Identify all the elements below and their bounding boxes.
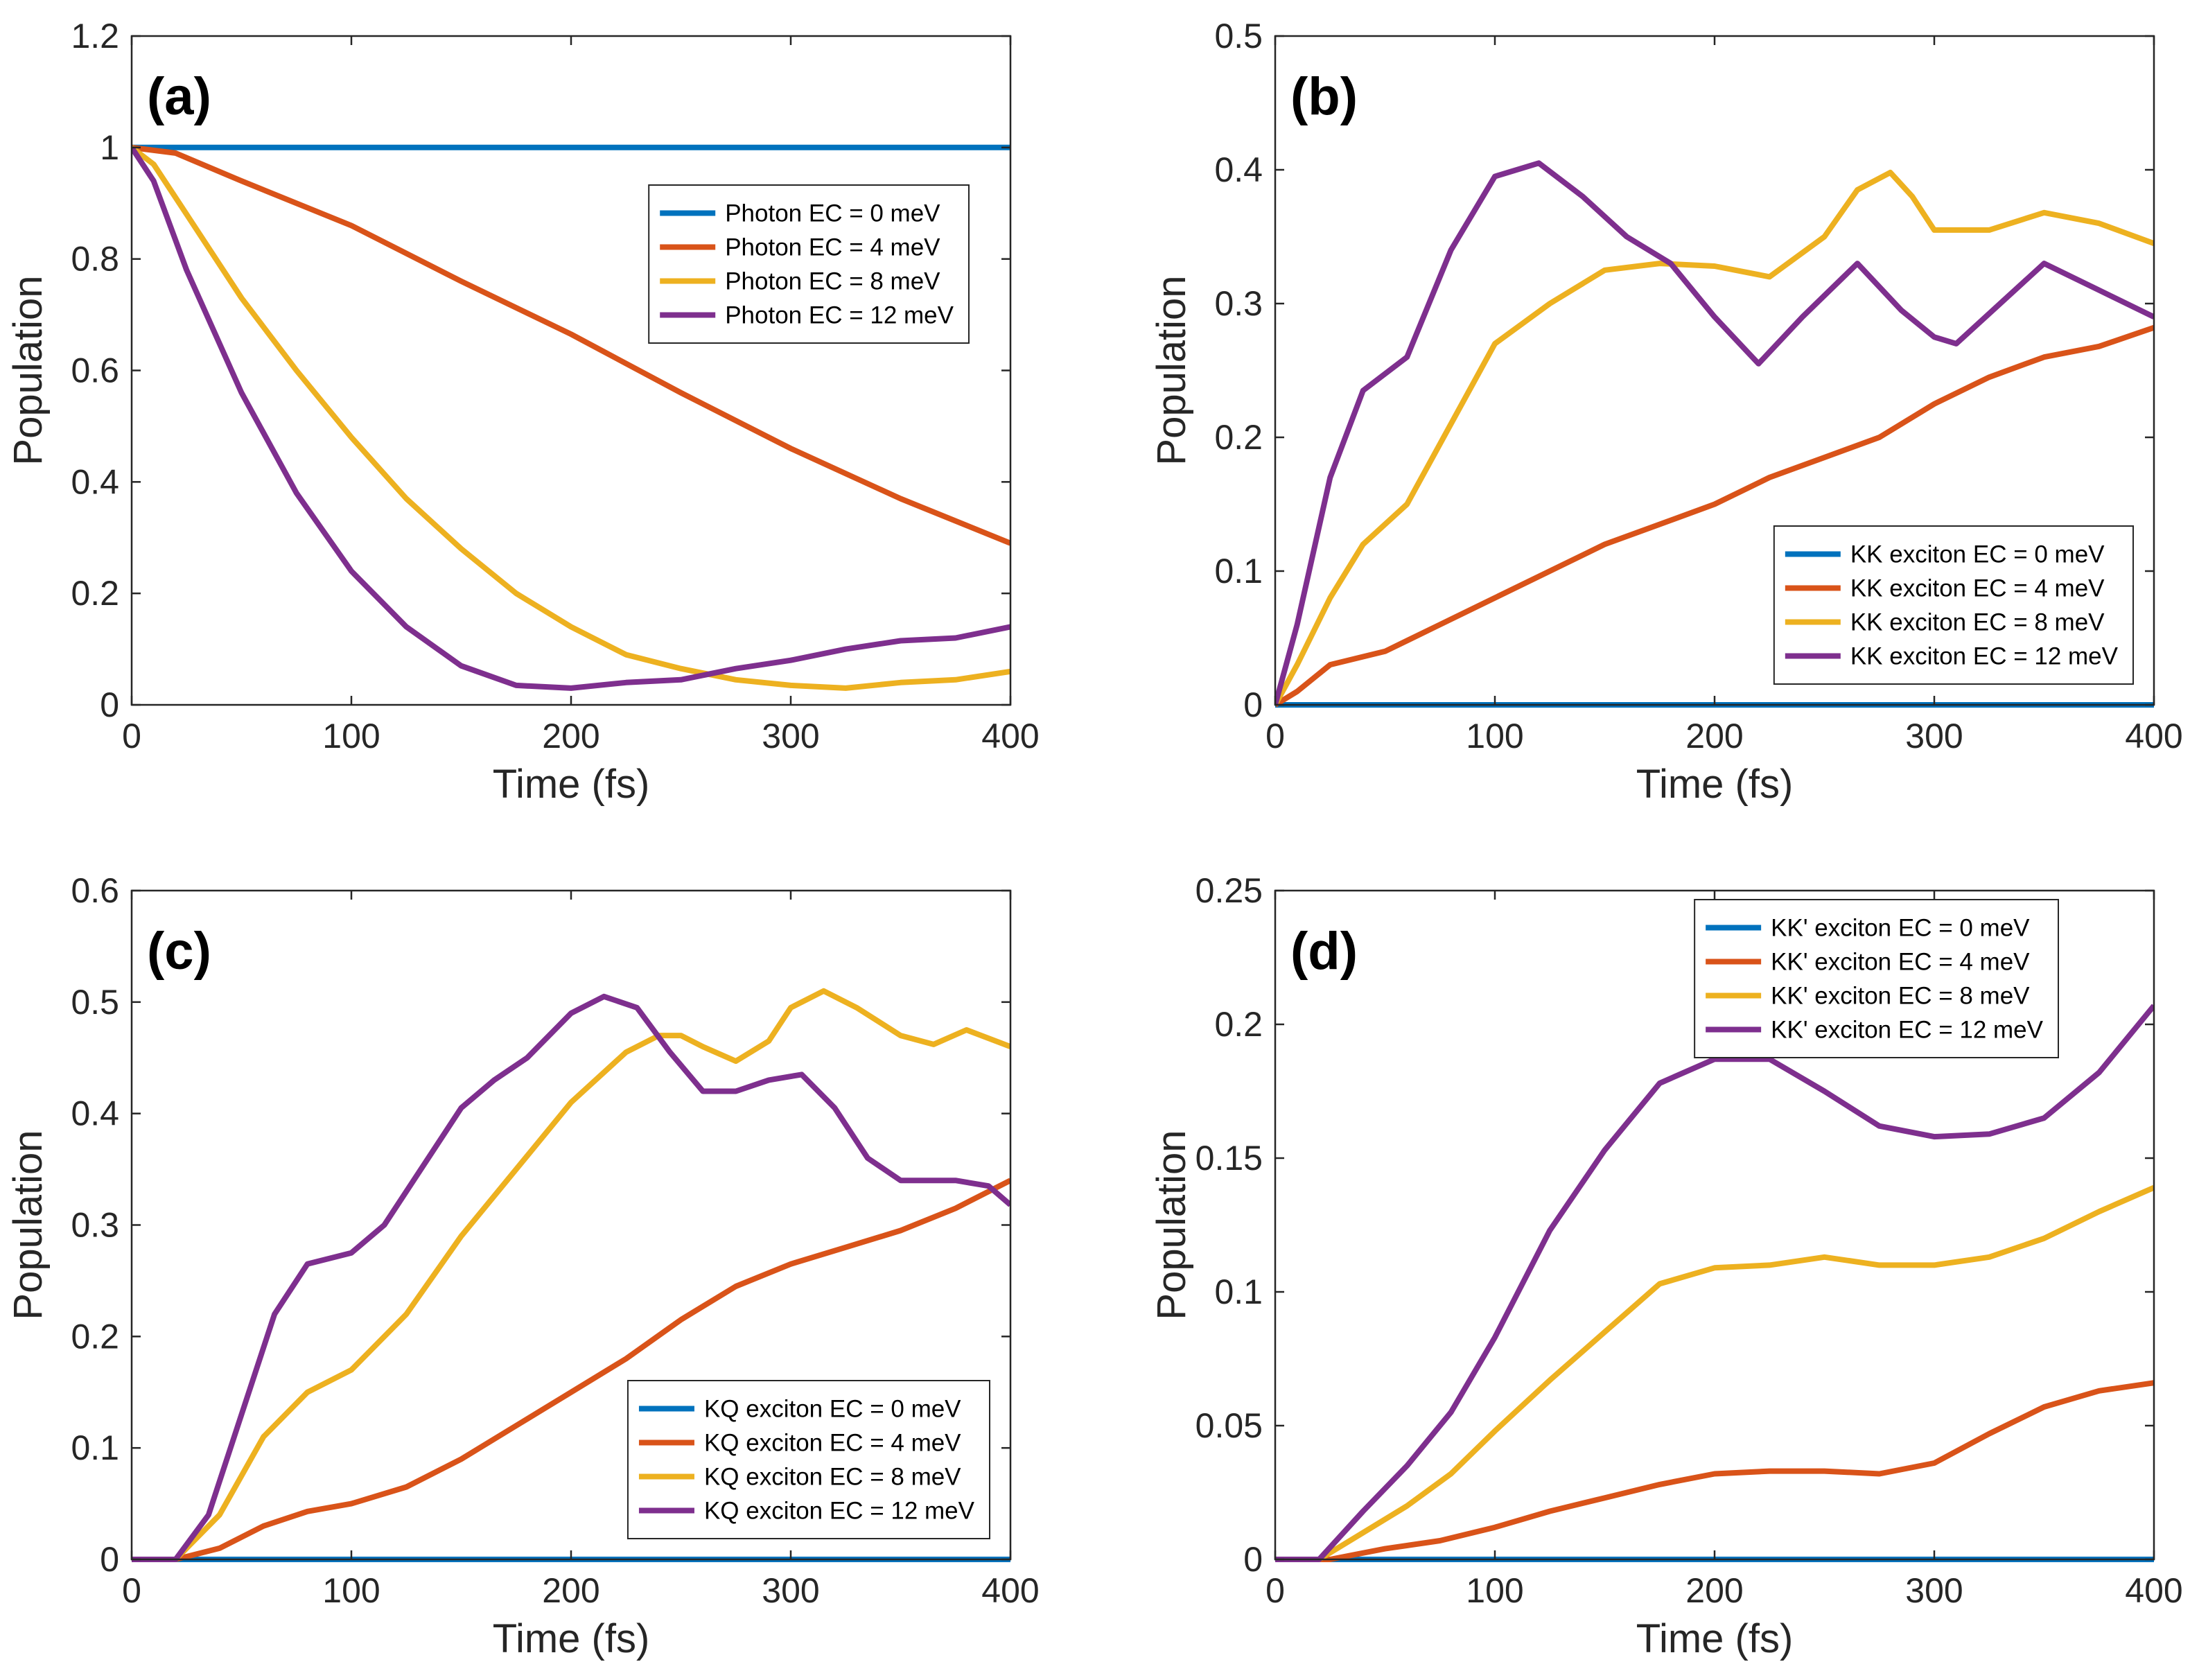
x-tick-label: 300 — [1905, 717, 1963, 755]
legend: KK exciton EC = 0 meV KK exciton EC = 4 m… — [1773, 525, 2134, 685]
legend-entry-label: KQ exciton EC = 8 meV — [704, 1464, 961, 1491]
x-tick-label: 0 — [122, 717, 141, 755]
legend-entry-label: KK exciton EC = 12 meV — [1850, 643, 2119, 670]
panel-3: 0 100 200 300 400 0 0.05 0.1 0.15 0.2 0.25 Time (fs… — [1149, 871, 2183, 1661]
y-tick-label: 0 — [1243, 1540, 1263, 1579]
x-tick-label: 300 — [762, 717, 819, 755]
legend: KK' exciton EC = 0 meV KK' exciton EC = 4… — [1694, 899, 2059, 1058]
y-tick-label: 0.05 — [1195, 1406, 1263, 1445]
legend-entry-label: KK' exciton EC = 8 meV — [1771, 983, 2030, 1010]
x-axis-label: Time (fs) — [1636, 762, 1794, 807]
y-tick-label: 0.5 — [71, 983, 119, 1022]
y-tick-label: 0.4 — [71, 1094, 119, 1133]
x-axis-label: Time (fs) — [493, 762, 650, 807]
y-tick-label: 0.4 — [71, 462, 119, 501]
x-tick-label: 0 — [1265, 717, 1285, 755]
y-tick-label: 0.2 — [1214, 418, 1263, 457]
y-tick-label: 0.8 — [71, 240, 119, 279]
y-tick-label: 0.3 — [1214, 284, 1263, 323]
y-axis-label: Population — [6, 1130, 51, 1320]
y-tick-label: 0.2 — [71, 1317, 119, 1356]
y-tick-label: 0.25 — [1195, 871, 1263, 910]
legend-entry-label: KQ exciton EC = 12 meV — [704, 1498, 975, 1525]
x-tick-label: 400 — [2125, 717, 2182, 755]
panel-0: 0 100 200 300 400 0 0.2 0.4 0.6 0.8 1 1.2 Time (fs) P… — [6, 17, 1040, 807]
x-tick-label: 300 — [1905, 1571, 1963, 1610]
y-tick-label: 0.6 — [71, 871, 119, 910]
y-tick-label: 0 — [100, 685, 119, 724]
x-tick-label: 200 — [542, 717, 599, 755]
x-axis-label: Time (fs) — [1636, 1616, 1794, 1661]
legend-entry-label: KQ exciton EC = 4 meV — [704, 1430, 961, 1457]
y-tick-label: 0.4 — [1214, 150, 1263, 189]
x-tick-label: 100 — [322, 1571, 380, 1610]
y-tick-label: 0.6 — [71, 351, 119, 390]
panel-label: (d) — [1290, 922, 1358, 981]
legend: Photon EC = 0 meV Photon EC = 4 meV Photon… — [648, 184, 970, 344]
x-tick-label: 400 — [981, 717, 1039, 755]
legend-entry-label: KK' exciton EC = 0 meV — [1771, 915, 2030, 942]
x-tick-label: 400 — [981, 1571, 1039, 1610]
series-line-2 — [1275, 169, 2154, 706]
panel-label: (a) — [147, 67, 211, 126]
y-axis-label: Population — [1149, 1130, 1194, 1320]
y-tick-label: 0.1 — [1214, 1272, 1263, 1311]
series-line-3 — [1275, 160, 2154, 706]
x-tick-label: 300 — [762, 1571, 819, 1610]
legend-entry-label: KK exciton EC = 0 meV — [1850, 541, 2105, 568]
y-tick-label: 0 — [1243, 685, 1263, 724]
x-tick-label: 200 — [1685, 1571, 1743, 1610]
series-line-2 — [1275, 1184, 2154, 1562]
plot-area — [132, 36, 1010, 705]
panel-label: (b) — [1290, 67, 1358, 126]
y-tick-label: 0.3 — [71, 1206, 119, 1245]
series-line-2 — [132, 145, 1010, 691]
panel-1: 0 100 200 300 400 0 0.1 0.2 0.3 0.4 0.5 Time (fs) Po… — [1149, 17, 2183, 807]
legend-entry-label: KK' exciton EC = 4 meV — [1771, 949, 2030, 976]
y-tick-label: 0 — [100, 1540, 119, 1579]
y-tick-label: 0.5 — [1214, 17, 1263, 55]
legend-entry-label: Photon EC = 0 meV — [725, 200, 940, 227]
y-tick-label: 0.1 — [71, 1428, 119, 1467]
x-axis-label: Time (fs) — [493, 1616, 650, 1661]
x-tick-label: 100 — [1466, 717, 1523, 755]
y-axis-label: Population — [6, 275, 51, 465]
legend-entry-label: Photon EC = 12 meV — [725, 302, 954, 329]
x-tick-label: 0 — [1265, 1571, 1285, 1610]
y-tick-label: 1 — [100, 128, 119, 167]
series-line-3 — [132, 146, 1010, 691]
y-tick-label: 0.1 — [1214, 552, 1263, 590]
x-tick-label: 0 — [122, 1571, 141, 1610]
series-line-1 — [1275, 1380, 2154, 1562]
legend-entry-label: Photon EC = 8 meV — [725, 268, 940, 295]
series-line-3 — [132, 993, 1010, 1562]
y-tick-label: 0.2 — [1214, 1005, 1263, 1044]
legend: KQ exciton EC = 0 meV KQ exciton EC = 4 m… — [627, 1380, 990, 1539]
series-line-1 — [132, 144, 1010, 546]
legend-entry-label: KK exciton EC = 8 meV — [1850, 609, 2105, 636]
x-tick-label: 200 — [542, 1571, 599, 1610]
series-line-3 — [1275, 1004, 2154, 1562]
x-tick-label: 100 — [1466, 1571, 1523, 1610]
panel-2: 0 100 200 300 400 0 0.1 0.2 0.3 0.4 0.5 0.6 Time (fs… — [6, 871, 1040, 1661]
series-group — [132, 144, 1010, 691]
x-tick-label: 200 — [1685, 717, 1743, 755]
legend-entry-label: Photon EC = 4 meV — [725, 234, 940, 261]
legend-entry-label: KQ exciton EC = 0 meV — [704, 1396, 961, 1423]
panel-label: (c) — [147, 922, 211, 981]
y-tick-label: 0.2 — [71, 574, 119, 613]
x-tick-label: 100 — [322, 717, 380, 755]
y-tick-label: 0.15 — [1195, 1139, 1263, 1178]
y-axis-label: Population — [1149, 275, 1194, 465]
series-line-1 — [132, 1178, 1010, 1562]
legend-entry-label: KK' exciton EC = 12 meV — [1771, 1017, 2043, 1044]
series-line-1 — [1275, 324, 2154, 708]
y-tick-label: 1.2 — [71, 17, 119, 55]
legend-entry-label: KK exciton EC = 4 meV — [1850, 575, 2105, 602]
x-tick-label: 400 — [2125, 1571, 2182, 1610]
